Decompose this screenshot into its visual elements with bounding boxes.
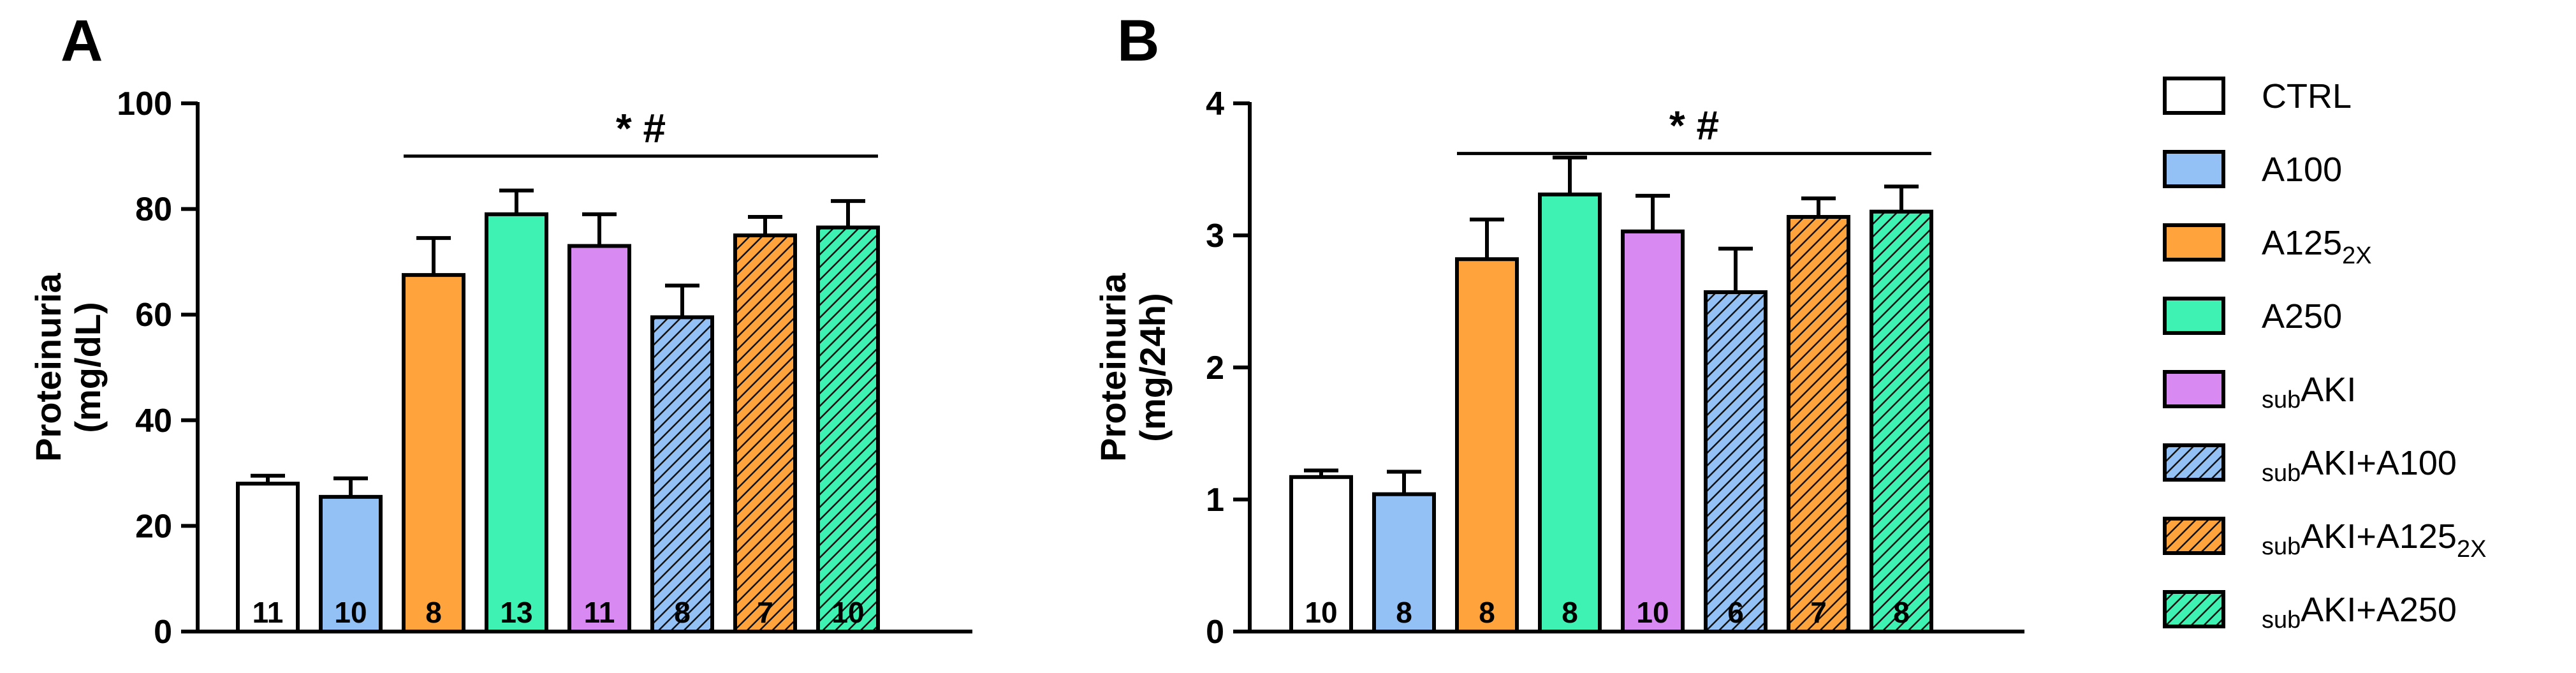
- panel-b-bar-sub-aki: [1621, 229, 1685, 634]
- panel-b-letter: B: [1117, 8, 1159, 73]
- panel-a-bar-sub-aki-a250: [816, 225, 880, 633]
- panel-b-count-label: 6: [1727, 596, 1744, 629]
- legend-swatch-ctrl: [2163, 77, 2225, 115]
- legend-prefix: sub: [2262, 387, 2301, 413]
- panel-b-count-label: 8: [1562, 596, 1578, 629]
- panel-a-y-tick-label: 40: [135, 403, 172, 440]
- legend-label-sub-aki-a100: subAKI+A100: [2262, 444, 2457, 487]
- panel-b-count-label: 10: [1305, 596, 1337, 629]
- legend-base: AKI: [2301, 371, 2356, 409]
- panel-a-significance-label: * #: [616, 105, 666, 151]
- panel-a-count-label: 13: [500, 596, 532, 629]
- panel-b-y-tick-label: 3: [1206, 218, 1224, 255]
- legend-label-a125-2x: A1252X: [2262, 224, 2372, 269]
- legend-label-sub-aki: subAKI: [2262, 371, 2356, 413]
- panel-b-bar-sub-aki-a125-2x: [1787, 215, 1850, 633]
- panel-a-bar-ctrl: [236, 482, 300, 633]
- panel-b-bar-a100: [1372, 492, 1436, 633]
- panel-a-count-label: 8: [425, 596, 442, 629]
- legend-swatch-sub-aki-a250: [2163, 590, 2225, 628]
- panel-b-bar-sub-aki-a250: [1870, 209, 1933, 633]
- panel-a-letter: A: [61, 8, 103, 73]
- legend-swatch-a250: [2163, 297, 2225, 335]
- legend-label-ctrl: CTRL: [2262, 77, 2352, 115]
- legend-label-a100: A100: [2262, 151, 2342, 189]
- panel-b-count-label: 8: [1479, 596, 1495, 629]
- legend-label-sub-aki-a125-2x: subAKI+A1252X: [2262, 517, 2486, 563]
- legend-prefix: sub: [2262, 607, 2301, 633]
- panel-a-ylabel-line: Proteinuria: [28, 272, 68, 461]
- legend-subscript: 2X: [2457, 536, 2486, 563]
- panel-a-count-label: 11: [252, 596, 284, 629]
- panel-b-y-tick-label: 1: [1206, 482, 1224, 519]
- panel-b-bar-a250: [1538, 192, 1602, 633]
- panel-b-count-label: 7: [1810, 596, 1827, 629]
- legend-prefix: sub: [2262, 460, 2301, 487]
- panel-a-count-label: 7: [757, 596, 773, 629]
- panel-b-significance-label: * #: [1669, 103, 1719, 149]
- legend-subscript: 2X: [2342, 242, 2371, 269]
- panel-b-y-tick-label: 4: [1206, 85, 1224, 122]
- panel-a-bar-sub-aki-a125-2x: [733, 233, 797, 633]
- panel-a-bar-a250: [485, 212, 548, 633]
- panel-a-bar-a125-2x: [402, 273, 465, 634]
- legend-base: AKI+A250: [2301, 591, 2457, 629]
- legend-swatch-sub-aki: [2163, 370, 2225, 408]
- panel-a-ylabel-line: (mg/dL): [68, 302, 108, 433]
- legend-label-sub-aki-a250: subAKI+A250: [2262, 591, 2457, 633]
- panel-b-y-tick-label: 0: [1206, 614, 1224, 651]
- panel-a-y-tick-label: 100: [117, 85, 172, 122]
- panel-a-y-tick-label: 0: [154, 614, 172, 651]
- legend-base: A100: [2262, 151, 2342, 189]
- legend-base: A125: [2262, 224, 2342, 262]
- panel-b-bar-ctrl: [1289, 475, 1353, 633]
- panel-a-count-label: 8: [674, 596, 691, 629]
- legend-base: AKI+A125: [2301, 517, 2457, 556]
- panel-a-y-tick-label: 60: [135, 297, 172, 334]
- panel-b-count-label: 8: [1893, 596, 1910, 629]
- legend-base: AKI+A100: [2301, 444, 2457, 482]
- legend-label-a250: A250: [2262, 297, 2342, 336]
- panel-a-y-tick-label: 20: [135, 508, 172, 545]
- legend-swatch-a125-2x: [2163, 223, 2225, 262]
- panel-b-y-tick-label: 2: [1206, 350, 1224, 387]
- legend-base: A250: [2262, 297, 2342, 336]
- panel-b-ylabel-line: (mg/24h): [1132, 293, 1173, 441]
- legend-base: CTRL: [2262, 77, 2352, 115]
- legend-prefix: sub: [2262, 533, 2301, 560]
- panel-b-count-label: 8: [1396, 596, 1412, 629]
- panel-b-ylabel-line: Proteinuria: [1093, 272, 1133, 461]
- legend-swatch-a100: [2163, 150, 2225, 188]
- panel-b-bar-sub-aki-a100: [1704, 290, 1767, 633]
- panel-a-bar-sub-aki: [567, 244, 631, 633]
- panel-a-count-label: 11: [584, 596, 615, 629]
- panel-a-bar-sub-aki-a100: [650, 315, 714, 633]
- panel-b-count-label: 10: [1636, 596, 1669, 629]
- panel-a-count-label: 10: [831, 596, 864, 629]
- panel-a-count-label: 10: [334, 596, 367, 629]
- panel-a-y-tick-label: 80: [135, 191, 172, 228]
- legend-swatch-sub-aki-a100: [2163, 443, 2225, 482]
- panel-b-bar-a125-2x: [1455, 257, 1519, 633]
- legend-swatch-sub-aki-a125-2x: [2163, 517, 2225, 555]
- panel-a-bar-a100: [319, 494, 383, 633]
